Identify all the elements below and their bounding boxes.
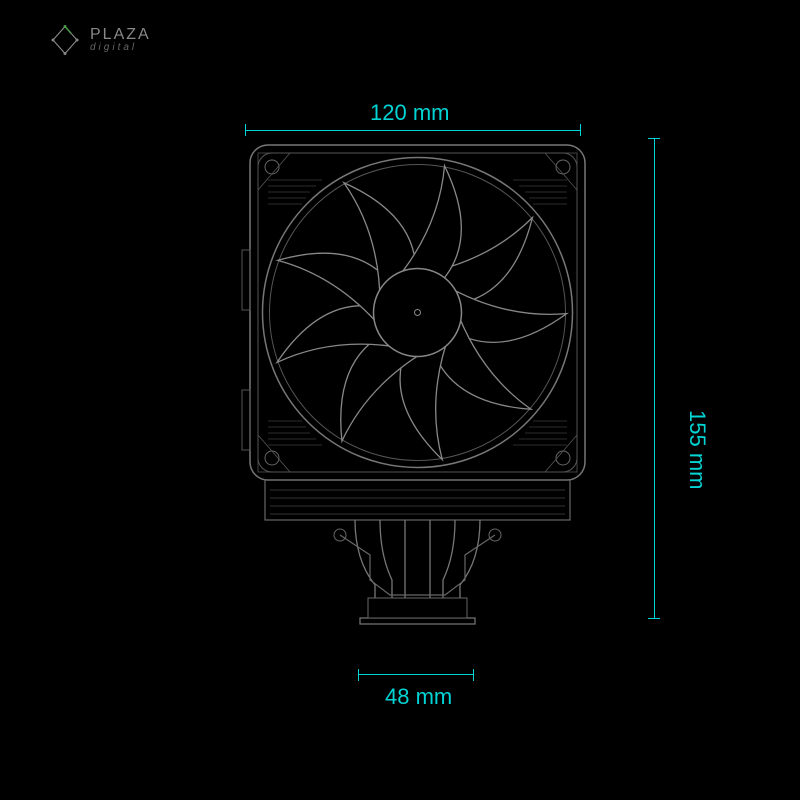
- brand-logo: PLAZA digital: [50, 25, 151, 55]
- base-dimension-line: [358, 674, 473, 675]
- cpu-cooler-drawing: [240, 140, 620, 670]
- base-dimension-label: 48 mm: [385, 684, 452, 710]
- logo-diamond-icon: [50, 25, 80, 55]
- logo-sub-text: digital: [90, 43, 151, 53]
- dim-tick: [358, 669, 359, 681]
- dim-tick: [648, 138, 660, 139]
- height-dimension-line: [654, 138, 655, 618]
- dim-tick: [473, 669, 474, 681]
- dim-tick: [580, 124, 581, 136]
- dimension-diagram: 120 mm 155 mm 48 mm: [140, 100, 660, 700]
- height-dimension-label: 155 mm: [684, 410, 710, 489]
- dim-tick: [648, 618, 660, 619]
- width-dimension-line: [245, 130, 580, 131]
- logo-main-text: PLAZA: [90, 27, 151, 43]
- width-dimension-label: 120 mm: [370, 100, 449, 126]
- dim-tick: [245, 124, 246, 136]
